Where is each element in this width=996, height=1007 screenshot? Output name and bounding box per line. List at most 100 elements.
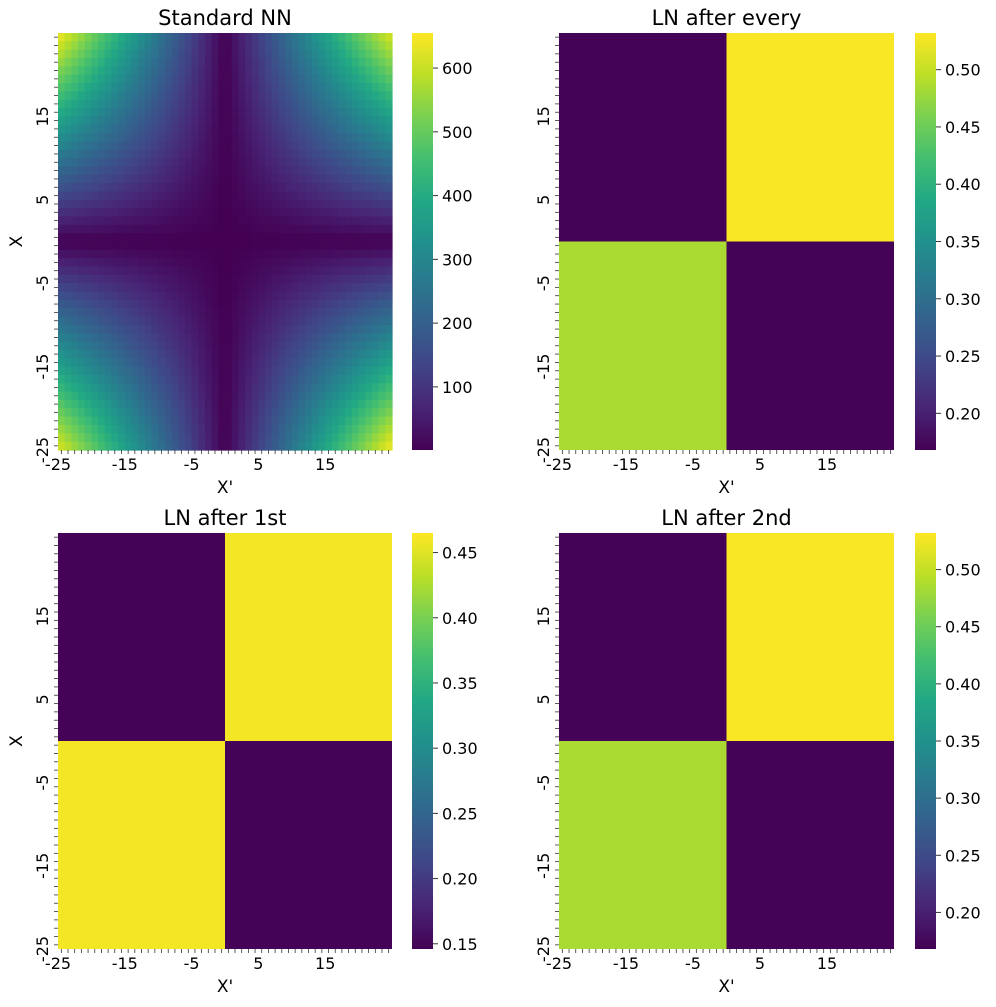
heatmap-cell [265, 233, 273, 243]
heatmap-cell [238, 424, 246, 434]
heatmap-cell [78, 316, 86, 326]
heatmap-cell [365, 41, 373, 51]
heatmap-cell [351, 208, 360, 218]
heatmap-cell [131, 208, 139, 218]
heatmap-cell [345, 33, 353, 42]
heatmap-cell [305, 399, 313, 409]
heatmap-cell [231, 199, 239, 209]
heatmap-cell [191, 341, 199, 351]
heatmap-cell [151, 33, 159, 42]
heatmap-cell [191, 424, 199, 434]
heatmap-cell [58, 424, 66, 434]
heatmap-cell [291, 233, 300, 243]
heatmap-cell [104, 341, 113, 351]
heatmap-cell [365, 91, 373, 101]
heatmap-cell [111, 241, 119, 251]
heatmap-cell [91, 91, 99, 101]
heatmap-cell [378, 158, 386, 168]
heatmap-cell [198, 266, 206, 276]
heatmap-cell [258, 333, 266, 343]
heatmap-cell [138, 158, 146, 168]
heatmap-cell [204, 49, 213, 59]
heatmap-cell [131, 324, 139, 334]
heatmap-cell [298, 308, 306, 318]
heatmap-cell [138, 74, 146, 84]
heatmap-cell [291, 249, 300, 259]
heatmap-cell [204, 74, 213, 84]
heatmap-cell [191, 83, 199, 92]
heatmap-cell [231, 191, 239, 201]
heatmap-cell [258, 83, 266, 92]
heatmap-cell [178, 308, 186, 318]
heatmap-cell [98, 441, 106, 451]
heatmap-cell [238, 141, 246, 151]
heatmap-cell [184, 108, 193, 117]
heatmap-cell [211, 358, 219, 368]
heatmap-cell [64, 141, 72, 151]
heatmap-cell [184, 208, 193, 218]
heatmap-cell [91, 283, 99, 293]
heatmap-cell [325, 183, 333, 193]
heatmap-cell [211, 258, 219, 268]
heatmap-cell [298, 208, 306, 218]
heatmap-cell [218, 133, 226, 143]
heatmap-cell [311, 408, 320, 418]
heatmap-cell [104, 433, 113, 443]
heatmap-cell [311, 208, 320, 218]
heatmap-cell [331, 124, 340, 134]
heatmap-cell [118, 216, 126, 226]
heatmap-cell [311, 33, 320, 42]
heatmap-cell [158, 274, 166, 284]
heatmap-cell [91, 66, 99, 76]
heatmap-cell [285, 366, 293, 376]
heatmap-cell [144, 299, 153, 309]
heatmap-cell [184, 249, 193, 259]
heatmap-cell [178, 199, 186, 209]
heatmap-cell [218, 58, 226, 67]
heatmap-cell [371, 333, 380, 343]
heatmap-cell [184, 416, 193, 426]
heatmap-cell [198, 274, 206, 284]
heatmap-cell [118, 74, 126, 84]
heatmap-cell [211, 224, 219, 234]
heatmap-cell [151, 358, 159, 368]
heatmap-cell [231, 399, 239, 409]
heatmap-cell [218, 66, 226, 76]
heatmap-cell [251, 399, 259, 409]
heatmap-cell [64, 208, 72, 218]
heatmap-cell [351, 299, 360, 309]
x-tick-label: 5 [253, 455, 263, 474]
heatmap-cell [298, 83, 306, 92]
heatmap-cell [245, 283, 253, 293]
heatmap-cell [84, 283, 92, 293]
heatmap-cell [358, 141, 366, 151]
heatmap-cell [191, 249, 199, 259]
heatmap-cell [305, 433, 313, 443]
heatmap-cell [84, 124, 92, 134]
heatmap-cell [144, 216, 153, 226]
heatmap-cell [265, 324, 273, 334]
heatmap-cell [371, 408, 380, 418]
heatmap-cell [371, 299, 380, 309]
heatmap-cell [191, 274, 199, 284]
heatmap-cell [238, 291, 246, 301]
heatmap-cell [111, 408, 119, 418]
heatmap-cell [98, 233, 106, 243]
heatmap-cell [131, 249, 139, 259]
heatmap-cell [325, 283, 333, 293]
heatmap-cell [124, 299, 133, 309]
heatmap-cell [131, 74, 139, 84]
heatmap-cell [151, 216, 159, 226]
heatmap-cell [345, 108, 353, 117]
heatmap-cell [64, 433, 72, 443]
heatmap-cell [271, 391, 280, 401]
heatmap-cell [124, 108, 133, 117]
heatmap-cell [345, 424, 353, 434]
x-tick-label: 15 [315, 954, 335, 973]
heatmap-cell [164, 416, 173, 426]
heatmap-cell [225, 199, 233, 209]
heatmap-cell [285, 358, 293, 368]
heatmap-cell [58, 266, 66, 276]
heatmap-cell [225, 166, 233, 176]
heatmap-cell [265, 174, 273, 184]
